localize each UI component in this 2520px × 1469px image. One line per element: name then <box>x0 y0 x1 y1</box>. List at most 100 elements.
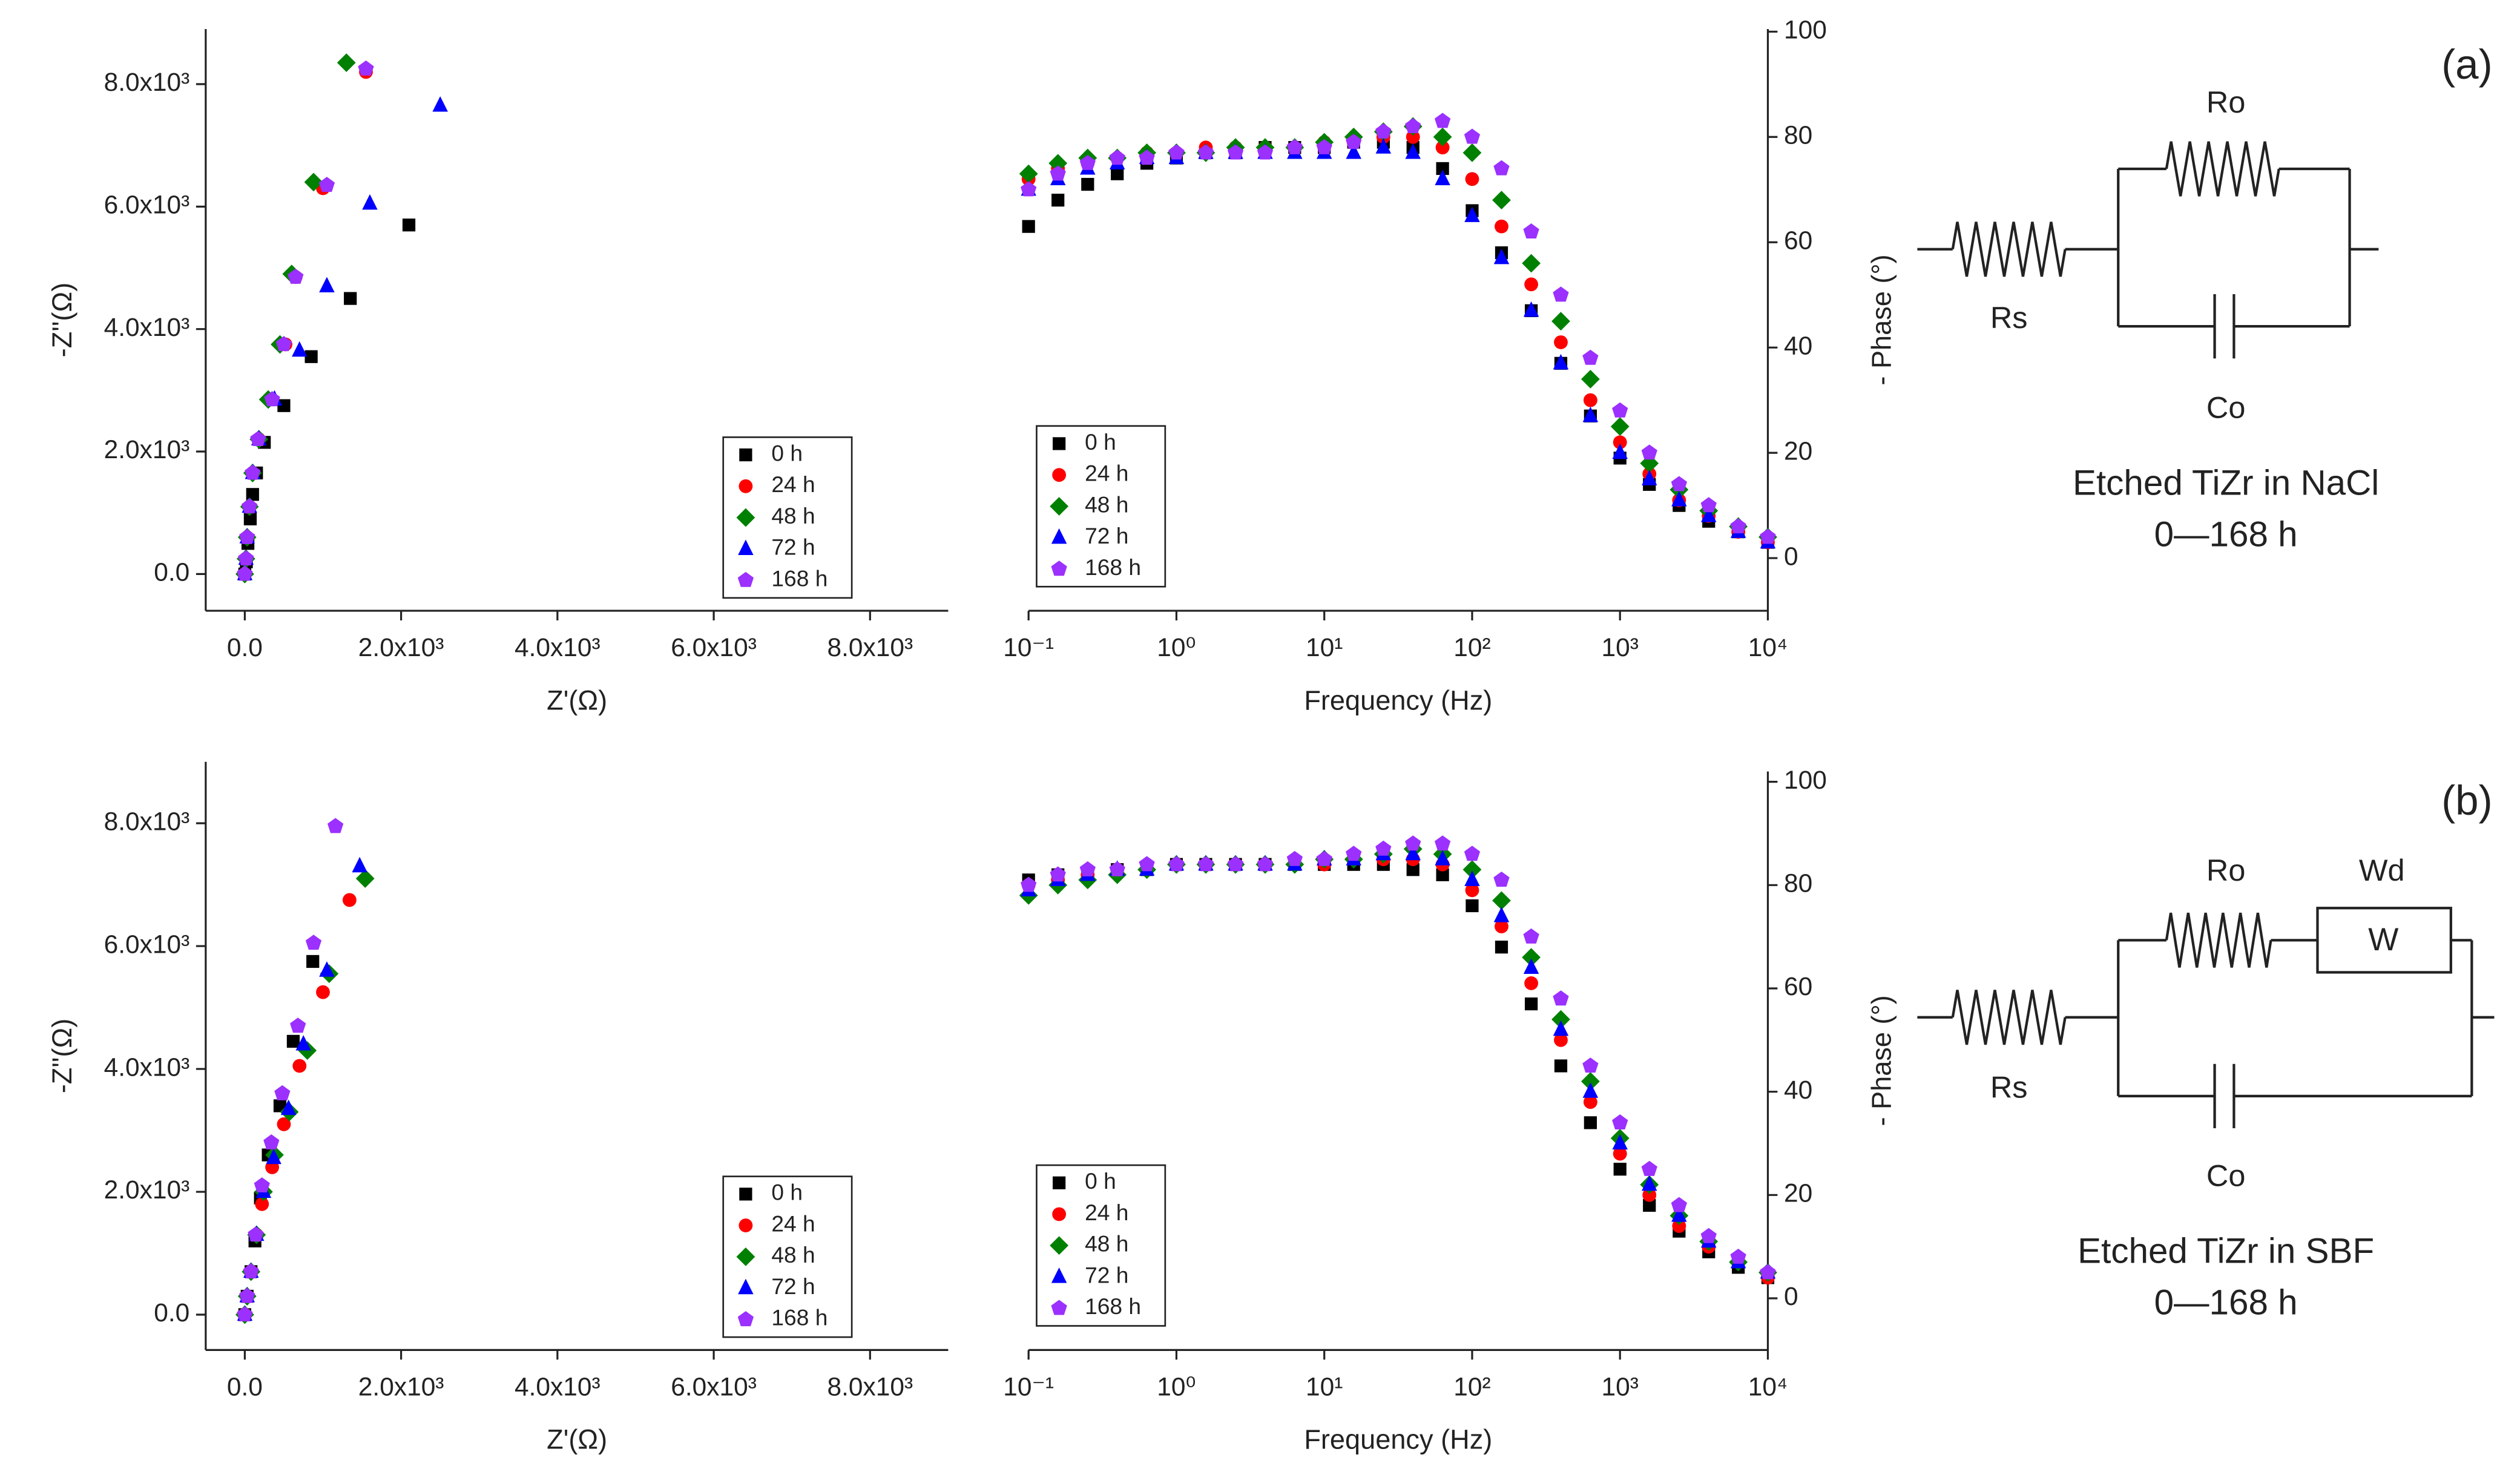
marker <box>1495 919 1508 933</box>
chart: 0.0 2.0x10³ 4.0x10³ 6.0x10³ 8.0x10³ 0.0 2.0x10… <box>47 28 949 715</box>
marker <box>1435 140 1450 155</box>
y-tick-label: 0 <box>1784 1282 1798 1310</box>
circuit-a: Ro Rs Co Etched TiZr in NaCl 0—168 h (a) <box>1917 41 2493 554</box>
marker <box>1643 1198 1656 1212</box>
y-axis-title: -Z''(Ω) <box>47 283 77 358</box>
marker <box>1554 1033 1568 1047</box>
marker <box>1465 883 1479 898</box>
marker <box>1584 1116 1597 1129</box>
marker <box>1671 476 1687 491</box>
marker <box>237 565 253 581</box>
marker <box>1641 1160 1657 1176</box>
marker <box>286 1034 300 1048</box>
y-axis-title: - Phase (°) <box>1866 995 1897 1126</box>
marker <box>1613 1163 1627 1176</box>
legend-label: 168 h <box>771 1305 827 1330</box>
y-tick-label: 80 <box>1784 869 1812 898</box>
marker <box>1168 856 1185 872</box>
x-tick-label: 10³ <box>1602 1372 1639 1401</box>
marker <box>342 893 357 907</box>
marker <box>318 177 335 192</box>
marker <box>255 1197 269 1211</box>
marker <box>1227 144 1244 160</box>
marker <box>306 955 320 968</box>
legend-label: 0 h <box>771 1180 803 1205</box>
x-axis-title: Z'(Ω) <box>547 1424 607 1455</box>
marker <box>1051 194 1065 207</box>
marker <box>266 1148 281 1165</box>
marker <box>362 194 378 210</box>
marker <box>1257 856 1274 872</box>
x-tick-label: 6.0x10³ <box>671 1372 757 1401</box>
legend-label: 48 h <box>1085 1231 1128 1257</box>
marker <box>1613 435 1627 450</box>
x-tick-label: 10⁻¹ <box>1003 1372 1054 1401</box>
y-tick-label: 40 <box>1784 331 1812 360</box>
marker <box>1465 172 1479 186</box>
marker <box>288 268 304 284</box>
caption: Etched TiZr in SBF <box>2078 1231 2374 1270</box>
y-tick-label: 0.0 <box>154 558 189 587</box>
marker <box>1464 846 1481 861</box>
y-tick-label: 40 <box>1784 1076 1812 1104</box>
x-tick-label: 10³ <box>1602 633 1639 662</box>
marker <box>1641 1175 1657 1191</box>
capacitor-label: Co <box>2206 390 2245 425</box>
marker <box>304 350 318 363</box>
legend-label: 48 h <box>771 503 815 528</box>
y-tick-label: 60 <box>1784 972 1812 1001</box>
marker <box>1730 1248 1746 1264</box>
legend-label: 168 h <box>1085 1293 1141 1319</box>
x-tick-label: 0.0 <box>227 633 263 662</box>
marker <box>1405 844 1421 861</box>
y-tick-label: 0.0 <box>154 1298 189 1327</box>
marker <box>1582 406 1599 422</box>
x-tick-label: 6.0x10³ <box>671 633 757 662</box>
marker <box>1553 353 1569 370</box>
circuit-b: Ro Wd W Rs Co Etched TiZr in SBF 0—168 h… <box>1917 777 2495 1322</box>
marker <box>1139 856 1155 872</box>
marker <box>1612 402 1628 418</box>
marker <box>1197 856 1214 872</box>
caption: 0—168 h <box>2154 1283 2298 1322</box>
legend: 0 h 24 h 48 h 72 h 168 h <box>722 1175 853 1338</box>
x-tick-label: 10¹ <box>1306 1372 1343 1401</box>
marker <box>1022 220 1035 233</box>
marker <box>1523 223 1539 238</box>
marker <box>739 479 753 493</box>
legend-label: 72 h <box>1085 1262 1128 1287</box>
marker <box>1493 907 1510 922</box>
caption: Etched TiZr in NaCl <box>2073 463 2379 502</box>
marker <box>1523 928 1539 944</box>
marker <box>1286 850 1303 866</box>
legend-label: 0 h <box>771 440 803 465</box>
marker <box>1257 144 1274 160</box>
y-axis-title: - Phase (°) <box>1866 254 1897 385</box>
y-tick-label: 100 <box>1784 16 1827 44</box>
marker <box>277 1117 291 1131</box>
caption: 0—168 h <box>2154 514 2298 554</box>
marker <box>254 1177 270 1193</box>
resistor-label: Rs <box>1990 1070 2028 1105</box>
legend-label: 24 h <box>1085 1200 1128 1225</box>
marker <box>1375 138 1392 154</box>
marker <box>243 1263 259 1279</box>
marker <box>1316 139 1332 154</box>
y-tick-label: 80 <box>1784 120 1812 149</box>
marker <box>1524 997 1538 1011</box>
marker <box>1581 1072 1600 1091</box>
legend-label: 24 h <box>771 472 815 497</box>
marker <box>1612 1134 1628 1150</box>
y-tick-label: 100 <box>1784 766 1827 794</box>
marker <box>738 539 754 555</box>
y-tick-label: 0 <box>1784 542 1798 570</box>
marker <box>1760 528 1776 544</box>
marker <box>1405 118 1421 134</box>
marker <box>432 96 448 112</box>
marker <box>1495 941 1508 954</box>
marker <box>739 448 752 462</box>
marker <box>1524 277 1538 292</box>
